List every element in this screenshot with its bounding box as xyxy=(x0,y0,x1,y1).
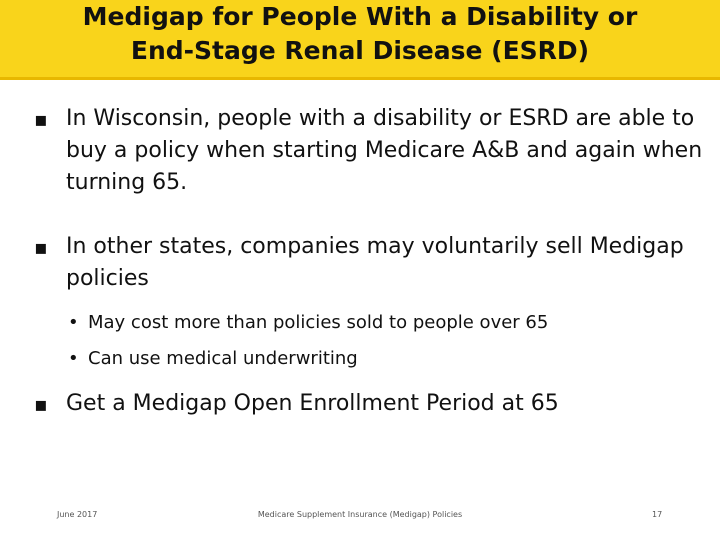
footer-date: June 2017 xyxy=(57,510,98,519)
sub-bullet: Can use medical underwriting xyxy=(68,346,358,372)
bullet: Get a Medigap Open Enrollment Period at … xyxy=(34,388,720,420)
title-line: Medigap for People With a Disability or xyxy=(82,2,638,31)
page-number: 17 xyxy=(652,510,663,519)
bullet: In other states, companies may voluntari… xyxy=(34,231,720,295)
title-line: End-Stage Renal Disease (ESRD) xyxy=(130,36,590,65)
sub-bullet: May cost more than policies sold to peop… xyxy=(68,310,548,336)
header: Medigap for People With a Disability or … xyxy=(0,0,720,80)
footer-title: Medicare Supplement Insurance (Medigap) … xyxy=(257,510,463,519)
bullet: In Wisconsin, people with a disability o… xyxy=(34,103,720,199)
